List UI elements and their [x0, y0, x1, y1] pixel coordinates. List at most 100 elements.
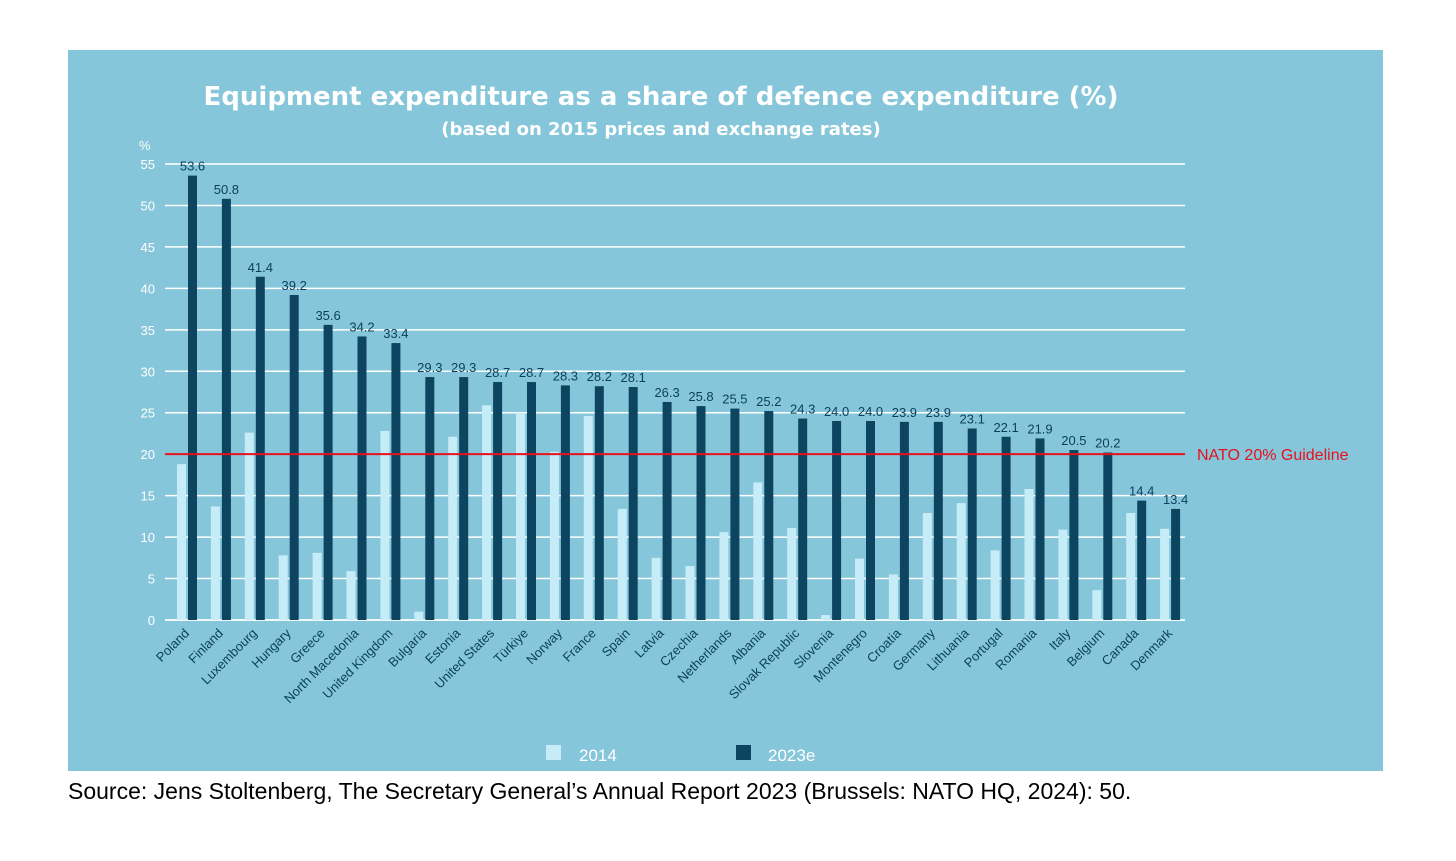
- bar-2023e: [967, 428, 977, 620]
- bar-2014: [312, 552, 322, 620]
- data-label: 28.1: [621, 370, 646, 385]
- bar-2023e: [1035, 438, 1045, 620]
- bar-2014: [617, 508, 627, 620]
- data-label: 23.9: [892, 405, 917, 420]
- data-label: 53.6: [180, 159, 205, 174]
- bar-2014: [1126, 513, 1136, 620]
- bar-2023e: [527, 382, 536, 620]
- data-label: 13.4: [1163, 492, 1188, 507]
- bar-2014: [651, 557, 661, 620]
- data-label: 28.2: [587, 369, 612, 384]
- bar-2014: [516, 412, 525, 620]
- y-tick-label: 0: [148, 613, 155, 628]
- bar-2023e: [730, 408, 740, 620]
- bar-2014: [549, 451, 559, 620]
- bar-2023e: [832, 421, 842, 620]
- y-tick-label: 5: [148, 572, 155, 587]
- legend-label: 2023e: [768, 746, 815, 765]
- data-label: 28.7: [519, 365, 544, 380]
- data-label: 21.9: [1027, 421, 1052, 436]
- bar-2014: [855, 558, 864, 620]
- legend-label: 2014: [579, 746, 617, 765]
- y-tick-label: 15: [141, 489, 155, 504]
- y-tick-label: 55: [141, 157, 155, 172]
- bar-2014: [1058, 529, 1068, 620]
- source-citation: Source: Jens Stoltenberg, The Secretary …: [68, 778, 1132, 804]
- bar-2023e: [1171, 508, 1181, 620]
- bar-2023e: [323, 324, 333, 620]
- chart-subtitle: (based on 2015 prices and exchange rates…: [441, 119, 880, 140]
- bar-2014: [244, 432, 254, 620]
- bar-2014: [278, 555, 288, 620]
- data-label: 39.2: [282, 278, 307, 293]
- bar-2023e: [628, 387, 638, 620]
- bar-2023e: [764, 411, 774, 620]
- bar-2014: [821, 615, 831, 620]
- legend-swatch-2023e: [736, 745, 751, 760]
- bar-2014: [685, 566, 695, 620]
- bar-2014: [346, 571, 356, 620]
- bar-2014: [482, 405, 492, 620]
- data-label: 23.9: [926, 405, 951, 420]
- bar-2023e: [425, 377, 435, 620]
- bar-2014: [210, 506, 220, 620]
- bar-2023e: [459, 377, 469, 620]
- bar-2023e: [899, 421, 909, 620]
- bar-2014: [753, 482, 763, 620]
- data-label: 25.2: [756, 394, 781, 409]
- bar-2023e: [662, 401, 672, 620]
- y-axis-label: %: [139, 138, 151, 153]
- bar-2014: [1024, 489, 1034, 620]
- bar-2023e: [1137, 500, 1147, 620]
- data-label: 23.1: [960, 411, 985, 426]
- data-label: 34.2: [349, 319, 374, 334]
- data-label: 26.3: [654, 385, 679, 400]
- bar-2014: [990, 550, 1000, 620]
- data-label: 25.8: [688, 389, 713, 404]
- data-label: 14.4: [1129, 484, 1154, 499]
- data-label: 24.0: [858, 404, 883, 419]
- bar-2023e: [560, 385, 570, 620]
- bar-2014: [414, 611, 424, 620]
- chart-background: [68, 50, 1383, 771]
- data-label: 41.4: [248, 260, 273, 275]
- data-label: 25.5: [722, 392, 747, 407]
- bar-2014: [956, 503, 966, 620]
- legend-swatch-2014: [546, 745, 561, 760]
- bar-2023e: [188, 175, 197, 620]
- bar-2023e: [289, 294, 299, 620]
- data-label: 50.8: [214, 182, 239, 197]
- data-label: 29.3: [417, 360, 442, 375]
- bar-2023e: [1001, 436, 1011, 620]
- data-label: 24.3: [790, 402, 815, 417]
- y-tick-label: 30: [141, 364, 155, 379]
- data-label: 24.0: [824, 404, 849, 419]
- bar-2023e: [594, 386, 604, 620]
- bar-2023e: [255, 276, 265, 620]
- bar-2023e: [866, 421, 875, 620]
- data-label: 22.1: [993, 420, 1018, 435]
- y-tick-label: 50: [141, 198, 155, 213]
- chart-title: Equipment expenditure as a share of defe…: [204, 82, 1119, 112]
- y-tick-label: 10: [141, 530, 155, 545]
- data-label: 28.3: [553, 368, 578, 383]
- data-label: 35.6: [315, 308, 340, 323]
- data-label: 33.4: [383, 326, 408, 341]
- bar-2023e: [696, 406, 706, 620]
- bar-2023e: [1069, 450, 1079, 620]
- y-tick-label: 20: [141, 447, 155, 462]
- bar-2023e: [1103, 452, 1113, 620]
- bar-2023e: [391, 343, 401, 620]
- bar-2014: [787, 527, 797, 620]
- bar-2014: [1160, 528, 1170, 620]
- data-label: 28.7: [485, 365, 510, 380]
- bar-2014: [1092, 590, 1102, 620]
- data-label: 20.2: [1095, 436, 1120, 451]
- bar-2014: [888, 574, 898, 620]
- data-label: 20.5: [1061, 433, 1086, 448]
- bar-2023e: [933, 421, 943, 620]
- bar-2014: [177, 464, 186, 620]
- bar-2023e: [221, 198, 231, 620]
- bar-2023e: [357, 336, 367, 620]
